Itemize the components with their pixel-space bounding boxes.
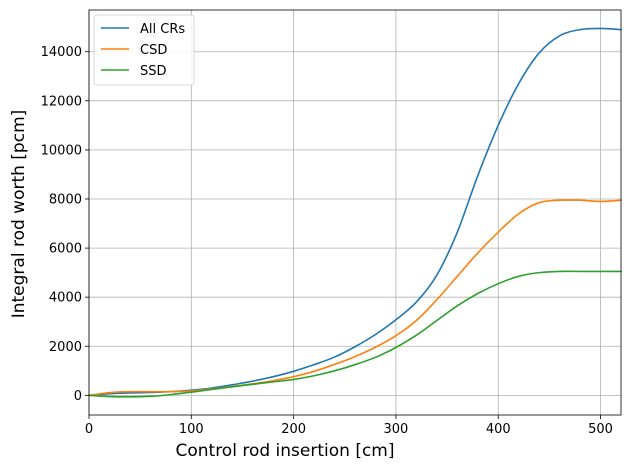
series-line-csd [88, 199, 622, 397]
y-tick-label: 0 [74, 389, 82, 404]
x-tick-label: 200 [281, 422, 306, 437]
x-tick-label: 300 [384, 422, 409, 437]
y-tick-label: 4000 [49, 291, 82, 306]
y-axis-title: Integral rod worth [pcm] [9, 110, 29, 319]
legend-box [93, 14, 195, 86]
y-tick-label: 6000 [49, 242, 82, 257]
x-tick-label: 500 [588, 422, 613, 437]
x-tick-label: 400 [486, 422, 511, 437]
legend-label-all-crs: All CRs [140, 22, 185, 37]
axis-ticks: 0 100 200 300 400 500 0 2000 4000 6000 8000 10000 12… [41, 45, 613, 437]
legend-label-csd: CSD [140, 43, 167, 58]
y-tick-label: 8000 [49, 193, 82, 208]
y-tick-label: 10000 [41, 143, 82, 158]
x-tick-label: 0 [85, 422, 93, 437]
y-tick-label: 12000 [41, 94, 82, 109]
grid [88, 10, 621, 415]
legend-label-ssd: SSD [140, 64, 167, 79]
x-tick-label: 100 [179, 422, 204, 437]
legend: All CRs CSD SSD [93, 14, 195, 86]
y-tick-label: 14000 [41, 45, 82, 60]
series-line-ssd [88, 270, 622, 398]
x-axis-title: Control rod insertion [cm] [175, 441, 394, 461]
y-tick-label: 2000 [49, 340, 82, 355]
plot-area-frame [88, 9, 622, 416]
series-lines [88, 27, 622, 398]
